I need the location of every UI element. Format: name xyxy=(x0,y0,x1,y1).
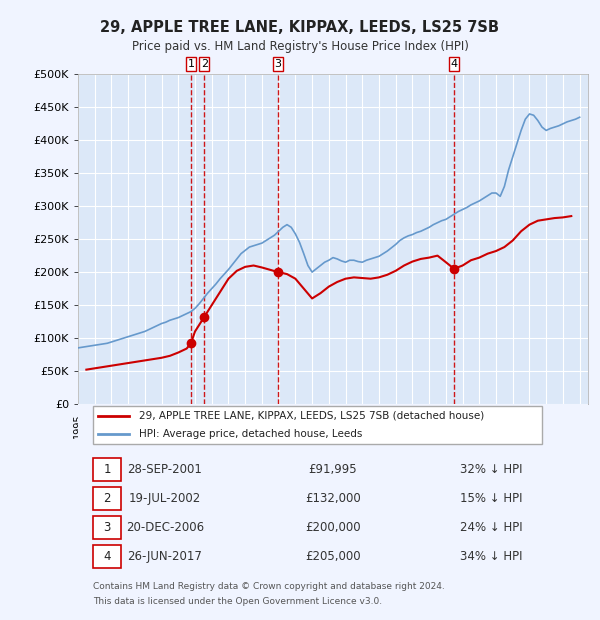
Text: HPI: Average price, detached house, Leeds: HPI: Average price, detached house, Leed… xyxy=(139,429,362,439)
Text: £200,000: £200,000 xyxy=(305,521,361,534)
Text: 1: 1 xyxy=(103,463,111,476)
Text: This data is licensed under the Open Government Licence v3.0.: This data is licensed under the Open Gov… xyxy=(94,597,382,606)
Text: 3: 3 xyxy=(103,521,111,534)
Text: 20-DEC-2006: 20-DEC-2006 xyxy=(125,521,204,534)
Text: 4: 4 xyxy=(451,59,458,69)
Text: 19-JUL-2002: 19-JUL-2002 xyxy=(128,492,201,505)
Text: £205,000: £205,000 xyxy=(305,550,361,563)
Text: 1: 1 xyxy=(187,59,194,69)
Text: 2: 2 xyxy=(200,59,208,69)
Text: 29, APPLE TREE LANE, KIPPAX, LEEDS, LS25 7SB: 29, APPLE TREE LANE, KIPPAX, LEEDS, LS25… xyxy=(101,20,499,35)
Text: 15% ↓ HPI: 15% ↓ HPI xyxy=(461,492,523,505)
Text: 2: 2 xyxy=(103,492,111,505)
Text: 28-SEP-2001: 28-SEP-2001 xyxy=(127,463,202,476)
Text: Contains HM Land Registry data © Crown copyright and database right 2024.: Contains HM Land Registry data © Crown c… xyxy=(94,582,445,591)
FancyBboxPatch shape xyxy=(94,458,121,481)
Text: 32% ↓ HPI: 32% ↓ HPI xyxy=(461,463,523,476)
Text: 26-JUN-2017: 26-JUN-2017 xyxy=(127,550,202,563)
Text: 3: 3 xyxy=(275,59,281,69)
FancyBboxPatch shape xyxy=(94,487,121,510)
FancyBboxPatch shape xyxy=(94,406,542,444)
Text: £91,995: £91,995 xyxy=(308,463,358,476)
Text: 34% ↓ HPI: 34% ↓ HPI xyxy=(461,550,523,563)
Text: 29, APPLE TREE LANE, KIPPAX, LEEDS, LS25 7SB (detached house): 29, APPLE TREE LANE, KIPPAX, LEEDS, LS25… xyxy=(139,410,484,420)
Text: £132,000: £132,000 xyxy=(305,492,361,505)
FancyBboxPatch shape xyxy=(94,516,121,539)
FancyBboxPatch shape xyxy=(94,545,121,569)
Text: Price paid vs. HM Land Registry's House Price Index (HPI): Price paid vs. HM Land Registry's House … xyxy=(131,40,469,53)
Text: 4: 4 xyxy=(103,550,111,563)
Text: 24% ↓ HPI: 24% ↓ HPI xyxy=(461,521,523,534)
